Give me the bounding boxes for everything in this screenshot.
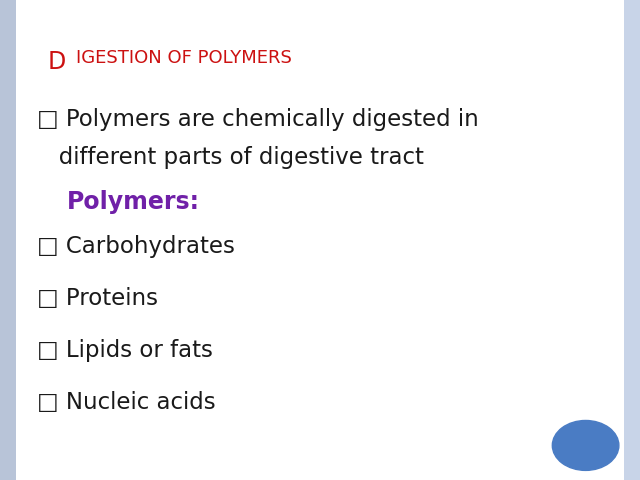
Text: □ Nucleic acids: □ Nucleic acids: [37, 391, 216, 414]
Text: D: D: [48, 50, 67, 74]
Text: □ Carbohydrates: □ Carbohydrates: [37, 235, 235, 258]
FancyBboxPatch shape: [624, 0, 640, 480]
Circle shape: [552, 420, 619, 470]
Text: □ Polymers are chemically digested in: □ Polymers are chemically digested in: [37, 108, 479, 131]
Text: Polymers:: Polymers:: [67, 190, 200, 214]
FancyBboxPatch shape: [0, 0, 16, 480]
Text: different parts of digestive tract: different parts of digestive tract: [37, 146, 424, 169]
Text: □ Proteins: □ Proteins: [37, 287, 158, 310]
Text: □ Lipids or fats: □ Lipids or fats: [37, 339, 213, 362]
Text: IGESTION OF POLYMERS: IGESTION OF POLYMERS: [76, 49, 291, 67]
